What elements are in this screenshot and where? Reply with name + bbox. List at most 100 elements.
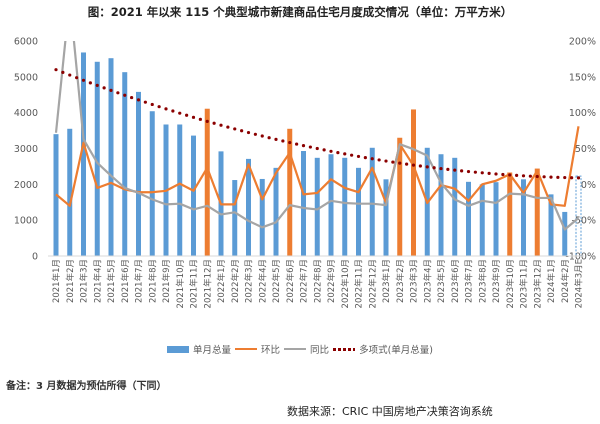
y-left-tick-label: 5000 — [14, 72, 38, 83]
trend-dot — [295, 142, 299, 146]
x-tick-label: 2021年5月 — [106, 259, 117, 303]
x-tick-label: 2021年3月 — [79, 259, 90, 303]
trend-dot — [556, 175, 560, 179]
bar-2024年3月E — [575, 175, 582, 257]
y-left-tick-label: 1000 — [14, 216, 38, 227]
bar-2022年5月 — [273, 167, 279, 256]
x-tick-label: 2022年8月 — [312, 259, 323, 303]
bar-2023年3月 — [411, 109, 416, 256]
bar-2023年8月 — [479, 184, 485, 256]
trend-dot — [515, 173, 519, 177]
trend-dot — [439, 166, 443, 171]
x-tick-label: 2022年2月 — [230, 259, 241, 303]
x-tick-label: 2022年7月 — [299, 259, 310, 303]
legend-swatch-trend — [333, 347, 356, 351]
trend-dot — [219, 123, 223, 127]
x-tick-label: 2023年6月 — [450, 259, 461, 303]
bar-2021年6月 — [122, 72, 128, 256]
trend-dot — [226, 125, 230, 129]
x-tick-label: 2021年10月 — [175, 259, 186, 308]
legend-swatch-bar — [167, 345, 190, 353]
x-tick-label: 2024年2月 — [560, 259, 571, 303]
bar-2021年7月 — [136, 91, 141, 256]
legend-label-yoy: 同比 — [310, 345, 330, 356]
bar-2021年8月 — [149, 111, 155, 256]
trend-dot — [150, 102, 154, 107]
trend-dot — [102, 86, 106, 90]
trend-dot — [329, 149, 333, 153]
trend-dot — [460, 169, 464, 173]
bar-2024年2月 — [562, 211, 568, 256]
trend-dot — [480, 171, 484, 175]
bar-2023年12月 — [534, 168, 540, 256]
bar-2023年1月 — [383, 179, 389, 256]
x-tick-label: 2022年4月 — [257, 259, 268, 303]
bar-2023年10月 — [507, 172, 513, 256]
trend-dot — [191, 115, 196, 119]
trend-dot — [301, 143, 306, 148]
bar-2021年10月 — [177, 124, 183, 256]
trend-dot — [205, 119, 209, 123]
bar-2021年12月 — [204, 108, 210, 256]
trend-dot — [95, 83, 99, 87]
x-tick-label: 2022年9月 — [326, 259, 337, 303]
x-tick-label: 2023年8月 — [477, 259, 488, 303]
legend: 单月总量 环比 同比 多项式(单月总量) — [0, 342, 600, 356]
trend-dot — [143, 100, 147, 104]
trend-dot — [542, 175, 546, 179]
trend-dot — [425, 165, 429, 169]
trend-dot — [343, 152, 347, 156]
trend-dot — [233, 127, 237, 131]
legend-label-trend: 多项式(单月总量) — [359, 345, 433, 356]
bar-2022年9月 — [328, 154, 334, 256]
trend-dot — [260, 134, 264, 138]
x-tick-label: 2021年7月 — [134, 259, 145, 303]
chart-title: 图：2021 年以来 115 个典型城市新建商品住宅月度成交情况（单位：万平方米… — [87, 5, 513, 19]
x-tick-label: 2021年2月 — [65, 259, 76, 303]
trend-dot — [370, 157, 374, 161]
bar-2023年7月 — [466, 181, 471, 256]
trend-dot — [398, 161, 402, 165]
trend-dot — [453, 168, 457, 172]
y-right-tick-label: 200% — [569, 37, 596, 48]
x-tick-label: 2022年1月 — [216, 259, 227, 303]
trend-dot — [322, 148, 326, 152]
chart-svg: 0 1000 2000 3000 4000 5000 6000 -100% -50% 0% 50% 1… — [14, 37, 596, 309]
legend-label-mom: 环比 — [261, 345, 281, 356]
x-tick-label: 2023年4月 — [422, 259, 433, 303]
trend-dot — [356, 154, 361, 159]
trend-dot — [308, 145, 312, 149]
x-tick-label: 2022年5月 — [271, 259, 282, 303]
trend-dot — [501, 172, 505, 177]
trend-dot — [288, 140, 292, 145]
x-tick-label: 2023年7月 — [464, 259, 475, 303]
bar-2022年7月 — [301, 151, 306, 256]
trend-dot — [81, 78, 86, 82]
bar-2023年2月 — [397, 137, 403, 256]
trend-dot — [446, 167, 450, 171]
bar-2022年8月 — [314, 157, 320, 256]
y-left-tick-label: 3000 — [14, 144, 38, 155]
y-left-tick-label: 6000 — [14, 37, 38, 48]
bar-2021年2月 — [67, 128, 73, 256]
y-right-tick-label: -50% — [571, 216, 596, 227]
bar-2022年2月 — [232, 180, 238, 256]
trend-dot — [157, 105, 161, 109]
x-tick-label: 2024年1月 — [546, 259, 557, 303]
trend-dot — [61, 70, 65, 74]
x-tick-label: 2023年10月 — [505, 259, 516, 308]
bar-2022年11月 — [356, 167, 361, 256]
trend-dot — [178, 111, 182, 115]
trend-dot — [253, 132, 257, 136]
y-right-tick-label: 0% — [581, 180, 596, 191]
trend-dot — [405, 162, 409, 166]
trend-dot — [281, 139, 285, 143]
y-right-tick-label: 150% — [569, 72, 596, 83]
bar-2023年5月 — [438, 154, 444, 256]
y-right-tick-label: -100% — [565, 252, 596, 263]
x-tick-label: 2021年11月 — [189, 259, 200, 308]
trend-dot — [384, 159, 388, 163]
trend-dot — [336, 151, 340, 155]
trend-dot — [363, 156, 367, 160]
trend-dot — [116, 91, 120, 95]
